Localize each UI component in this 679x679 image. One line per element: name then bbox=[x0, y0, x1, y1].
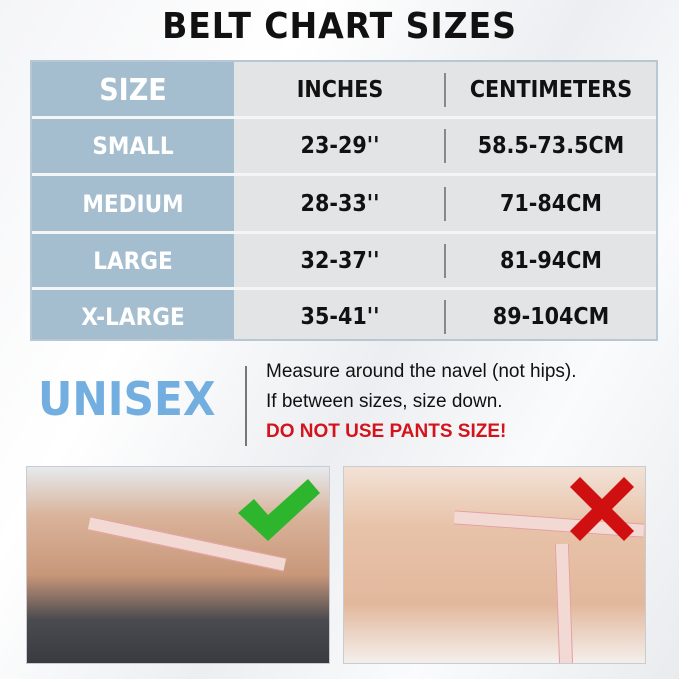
inches-value: 35-41'' bbox=[300, 304, 380, 330]
x-icon bbox=[570, 477, 634, 541]
incorrect-measurement-photo bbox=[343, 466, 646, 664]
inches-value: 32-37'' bbox=[300, 248, 380, 274]
inches-value: 28-33'' bbox=[300, 191, 380, 217]
divider bbox=[245, 366, 247, 446]
header-size: SIZE bbox=[99, 72, 167, 108]
column-divider bbox=[444, 300, 446, 334]
table-row: X-LARGE 35-41'' 89-104CM bbox=[32, 289, 656, 345]
page-title: BELT CHART SIZES bbox=[162, 6, 517, 47]
size-column-background bbox=[32, 62, 234, 339]
note-line-1: Measure around the navel (not hips). bbox=[266, 361, 577, 382]
row-divider bbox=[32, 287, 656, 290]
inches-value: 23-29'' bbox=[300, 133, 380, 159]
table-row: SMALL 23-29'' 58.5-73.5CM bbox=[32, 118, 656, 174]
column-divider bbox=[444, 244, 446, 278]
cm-value: 81-94CM bbox=[499, 248, 602, 274]
measurement-notes: Measure around the navel (not hips). If … bbox=[266, 357, 577, 447]
row-divider bbox=[32, 116, 656, 119]
size-label: MEDIUM bbox=[82, 190, 184, 218]
table-row: MEDIUM 28-33'' 71-84CM bbox=[32, 176, 656, 232]
column-divider bbox=[444, 129, 446, 163]
size-label: SMALL bbox=[92, 132, 174, 160]
check-icon bbox=[238, 479, 320, 541]
note-line-2: If between sizes, size down. bbox=[266, 391, 503, 412]
cm-value: 89-104CM bbox=[492, 304, 610, 330]
row-divider bbox=[32, 173, 656, 176]
measuring-tape-end bbox=[554, 543, 574, 663]
table-row: LARGE 32-37'' 81-94CM bbox=[32, 233, 656, 289]
column-divider bbox=[444, 73, 446, 107]
size-label: LARGE bbox=[93, 247, 173, 275]
table-header-row: SIZE INCHES CENTIMETERS bbox=[32, 62, 656, 118]
unisex-label: UNISEX bbox=[38, 372, 216, 426]
header-inches: INCHES bbox=[296, 77, 384, 103]
size-label: X-LARGE bbox=[81, 303, 185, 331]
warning-text: DO NOT USE PANTS SIZE! bbox=[266, 421, 507, 442]
row-divider bbox=[32, 231, 656, 234]
cm-value: 71-84CM bbox=[499, 191, 602, 217]
size-chart-table: SIZE INCHES CENTIMETERS SMALL 23-29'' 58… bbox=[30, 60, 658, 341]
column-divider bbox=[444, 187, 446, 221]
cm-value: 58.5-73.5CM bbox=[477, 133, 625, 159]
correct-measurement-photo bbox=[26, 466, 330, 664]
header-centimeters: CENTIMETERS bbox=[469, 77, 633, 103]
